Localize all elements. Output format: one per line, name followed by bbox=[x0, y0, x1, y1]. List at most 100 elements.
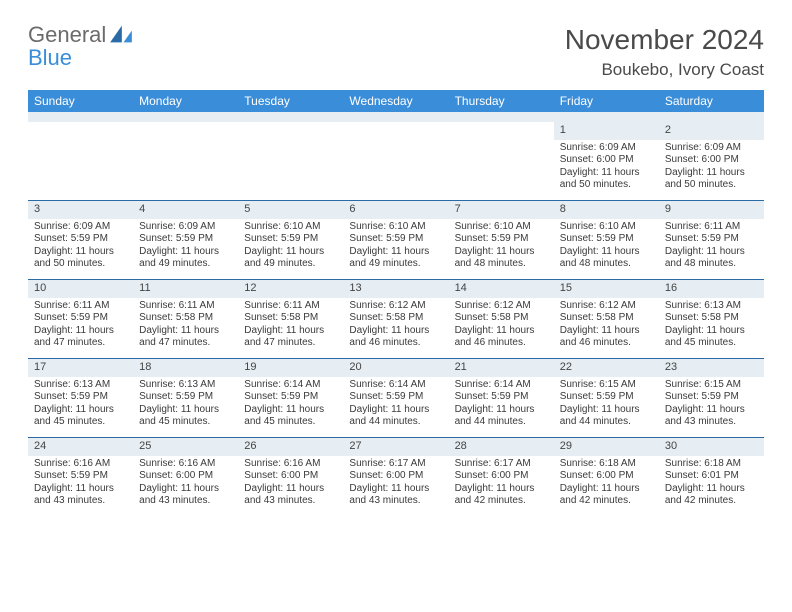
week-row: 1Sunrise: 6:09 AMSunset: 6:00 PMDaylight… bbox=[28, 122, 764, 201]
day-cell: 25Sunrise: 6:16 AMSunset: 6:00 PMDayligh… bbox=[133, 438, 238, 516]
day-number: 28 bbox=[449, 438, 554, 456]
weekday-label: Friday bbox=[554, 90, 659, 112]
day-cell bbox=[449, 122, 554, 200]
brand-part2: Blue bbox=[28, 45, 72, 70]
day-detail-line: Sunset: 5:59 PM bbox=[665, 233, 758, 246]
day-detail-line: Sunrise: 6:09 AM bbox=[34, 221, 127, 234]
day-detail-line: Sunrise: 6:14 AM bbox=[349, 379, 442, 392]
day-detail-line: Daylight: 11 hours and 42 minutes. bbox=[665, 483, 758, 508]
week-row: 24Sunrise: 6:16 AMSunset: 5:59 PMDayligh… bbox=[28, 438, 764, 516]
weekday-label: Monday bbox=[133, 90, 238, 112]
day-number: 1 bbox=[554, 122, 659, 140]
day-detail-line: Daylight: 11 hours and 50 minutes. bbox=[34, 246, 127, 271]
day-detail-line: Daylight: 11 hours and 50 minutes. bbox=[560, 167, 653, 192]
day-detail-line: Daylight: 11 hours and 49 minutes. bbox=[139, 246, 232, 271]
weekday-label: Thursday bbox=[449, 90, 554, 112]
day-cell: 4Sunrise: 6:09 AMSunset: 5:59 PMDaylight… bbox=[133, 201, 238, 279]
day-detail-line: Sunrise: 6:11 AM bbox=[34, 300, 127, 313]
day-number bbox=[449, 122, 554, 126]
day-detail-line: Daylight: 11 hours and 43 minutes. bbox=[34, 483, 127, 508]
weekday-header: SundayMondayTuesdayWednesdayThursdayFrid… bbox=[28, 90, 764, 112]
day-number: 11 bbox=[133, 280, 238, 298]
day-detail-line: Daylight: 11 hours and 45 minutes. bbox=[139, 404, 232, 429]
day-number bbox=[133, 122, 238, 126]
day-cell bbox=[133, 122, 238, 200]
calendar-body: 1Sunrise: 6:09 AMSunset: 6:00 PMDaylight… bbox=[28, 122, 764, 516]
day-cell: 18Sunrise: 6:13 AMSunset: 5:59 PMDayligh… bbox=[133, 359, 238, 437]
day-number: 6 bbox=[343, 201, 448, 219]
day-detail-line: Daylight: 11 hours and 46 minutes. bbox=[455, 325, 548, 350]
day-cell: 19Sunrise: 6:14 AMSunset: 5:59 PMDayligh… bbox=[238, 359, 343, 437]
day-detail-line: Sunrise: 6:17 AM bbox=[455, 458, 548, 471]
week-row: 17Sunrise: 6:13 AMSunset: 5:59 PMDayligh… bbox=[28, 359, 764, 438]
day-detail-line: Sunrise: 6:14 AM bbox=[455, 379, 548, 392]
day-cell: 6 Sunrise: 6:10 AMSunset: 5:59 PMDaylight… bbox=[343, 201, 448, 279]
day-detail-line: Sunset: 6:00 PM bbox=[665, 154, 758, 167]
day-number: 24 bbox=[28, 438, 133, 456]
weekday-subbar bbox=[28, 112, 764, 122]
day-detail-line: Sunset: 5:59 PM bbox=[244, 233, 337, 246]
day-cell: 21Sunrise: 6:14 AMSunset: 5:59 PMDayligh… bbox=[449, 359, 554, 437]
day-cell: 30Sunrise: 6:18 AMSunset: 6:01 PMDayligh… bbox=[659, 438, 764, 516]
weekday-label: Sunday bbox=[28, 90, 133, 112]
month-title: November 2024 bbox=[565, 24, 764, 56]
day-detail-line: Sunset: 6:00 PM bbox=[455, 470, 548, 483]
day-number: 5 bbox=[238, 201, 343, 219]
day-cell: 12Sunrise: 6:11 AMSunset: 5:58 PMDayligh… bbox=[238, 280, 343, 358]
header: General Blue November 2024 Boukebo, Ivor… bbox=[28, 24, 764, 80]
day-number: 21 bbox=[449, 359, 554, 377]
day-detail-line: Sunset: 5:58 PM bbox=[665, 312, 758, 325]
day-detail-line: Sunrise: 6:09 AM bbox=[665, 142, 758, 155]
day-detail-line: Sunset: 5:59 PM bbox=[349, 233, 442, 246]
day-detail-line: Sunset: 5:59 PM bbox=[139, 391, 232, 404]
day-cell: 16Sunrise: 6:13 AMSunset: 5:58 PMDayligh… bbox=[659, 280, 764, 358]
day-number: 2 bbox=[659, 122, 764, 140]
day-detail-line: Sunrise: 6:10 AM bbox=[560, 221, 653, 234]
day-detail-line: Sunrise: 6:16 AM bbox=[34, 458, 127, 471]
weekday-label: Wednesday bbox=[343, 90, 448, 112]
day-detail-line: Sunset: 5:59 PM bbox=[560, 233, 653, 246]
day-detail-line: Daylight: 11 hours and 48 minutes. bbox=[560, 246, 653, 271]
day-detail-line: Sunrise: 6:09 AM bbox=[560, 142, 653, 155]
day-detail-line: Sunrise: 6:15 AM bbox=[560, 379, 653, 392]
day-detail-line: Sunrise: 6:11 AM bbox=[665, 221, 758, 234]
day-detail-line: Sunset: 5:59 PM bbox=[34, 391, 127, 404]
day-detail-line: Sunset: 6:00 PM bbox=[244, 470, 337, 483]
day-cell: 5Sunrise: 6:10 AMSunset: 5:59 PMDaylight… bbox=[238, 201, 343, 279]
day-cell: 7Sunrise: 6:10 AMSunset: 5:59 PMDaylight… bbox=[449, 201, 554, 279]
day-detail-line: Sunrise: 6:15 AM bbox=[665, 379, 758, 392]
day-cell: 26Sunrise: 6:16 AMSunset: 6:00 PMDayligh… bbox=[238, 438, 343, 516]
day-cell: 3Sunrise: 6:09 AMSunset: 5:59 PMDaylight… bbox=[28, 201, 133, 279]
day-number: 26 bbox=[238, 438, 343, 456]
day-number bbox=[28, 122, 133, 126]
day-detail-line: Sunrise: 6:10 AM bbox=[349, 221, 442, 234]
day-cell bbox=[28, 122, 133, 200]
day-number: 17 bbox=[28, 359, 133, 377]
day-detail-line: Daylight: 11 hours and 50 minutes. bbox=[665, 167, 758, 192]
day-detail-line: Sunset: 5:59 PM bbox=[34, 233, 127, 246]
day-detail-line: Daylight: 11 hours and 43 minutes. bbox=[349, 483, 442, 508]
day-cell: 20Sunrise: 6:14 AMSunset: 5:59 PMDayligh… bbox=[343, 359, 448, 437]
day-detail-line: Sunrise: 6:12 AM bbox=[349, 300, 442, 313]
day-detail-line: Daylight: 11 hours and 49 minutes. bbox=[349, 246, 442, 271]
day-cell: 14Sunrise: 6:12 AMSunset: 5:58 PMDayligh… bbox=[449, 280, 554, 358]
day-detail-line: Daylight: 11 hours and 48 minutes. bbox=[665, 246, 758, 271]
day-detail-line: Daylight: 11 hours and 47 minutes. bbox=[34, 325, 127, 350]
day-detail-line: Sunset: 5:58 PM bbox=[560, 312, 653, 325]
day-number: 23 bbox=[659, 359, 764, 377]
day-detail-line: Daylight: 11 hours and 47 minutes. bbox=[244, 325, 337, 350]
day-detail-line: Sunrise: 6:16 AM bbox=[139, 458, 232, 471]
day-number: 9 bbox=[659, 201, 764, 219]
day-cell: 15Sunrise: 6:12 AMSunset: 5:58 PMDayligh… bbox=[554, 280, 659, 358]
day-cell: 11Sunrise: 6:11 AMSunset: 5:58 PMDayligh… bbox=[133, 280, 238, 358]
day-detail-line: Sunset: 5:59 PM bbox=[34, 312, 127, 325]
day-detail-line: Daylight: 11 hours and 42 minutes. bbox=[560, 483, 653, 508]
weekday-label: Saturday bbox=[659, 90, 764, 112]
day-detail-line: Sunrise: 6:16 AM bbox=[244, 458, 337, 471]
day-number bbox=[343, 122, 448, 126]
day-detail-line: Daylight: 11 hours and 43 minutes. bbox=[139, 483, 232, 508]
brand-logo: General Blue bbox=[28, 24, 134, 70]
day-detail-line: Daylight: 11 hours and 45 minutes. bbox=[34, 404, 127, 429]
day-number: 15 bbox=[554, 280, 659, 298]
day-detail-line: Sunset: 5:59 PM bbox=[455, 233, 548, 246]
